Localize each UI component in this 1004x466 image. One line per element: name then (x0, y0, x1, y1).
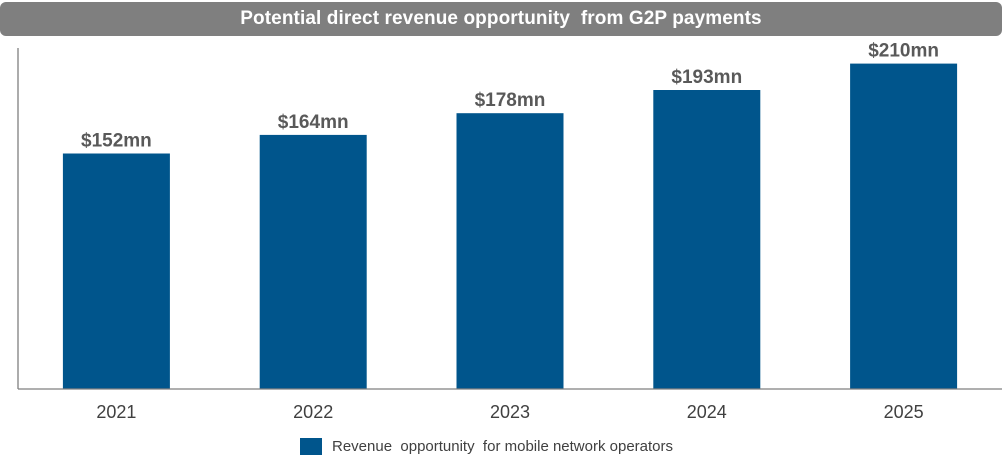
chart-title: Potential direct revenue opportunity fro… (240, 8, 762, 29)
x-tick-label-2025: 2025 (884, 402, 924, 422)
data-label-2024: $193mn (671, 67, 742, 88)
bar-2025 (850, 63, 958, 389)
legend-label: Revenue opportunity for mobile network o… (332, 437, 674, 455)
bar-2022 (259, 134, 367, 389)
data-label-2025: $210mn (868, 41, 939, 62)
x-tick-label-2022: 2022 (293, 402, 333, 422)
data-label-2023: $178mn (475, 90, 546, 111)
bar-2023 (456, 113, 564, 389)
x-tick-label-2024: 2024 (687, 402, 727, 422)
data-label-2022: $164mn (278, 112, 349, 133)
bar-2021 (62, 153, 170, 389)
x-tick-label-2021: 2021 (96, 402, 136, 422)
legend: Revenue opportunity for mobile network o… (300, 436, 673, 456)
bar-2024 (653, 90, 761, 389)
x-tick-label-2023: 2023 (490, 402, 530, 422)
data-label-2021: $152mn (81, 131, 152, 152)
legend-swatch (300, 437, 322, 455)
chart-title-bar: Potential direct revenue opportunity fro… (0, 2, 1002, 36)
